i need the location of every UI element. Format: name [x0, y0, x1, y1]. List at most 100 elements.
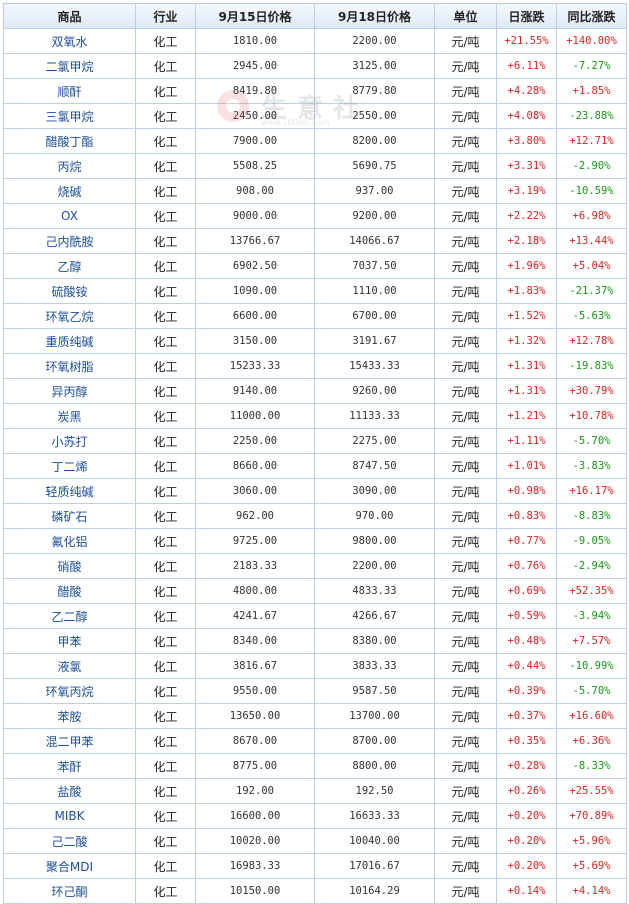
table-row: 醋酸丁酯 化工 7900.00 8200.00 元/吨 +3.80% +12.71% [3, 128, 627, 154]
unit-cell: 元/吨 [434, 128, 497, 154]
product-name-link[interactable]: 磷矿石 [3, 503, 136, 529]
daily-change-cell: +21.55% [496, 28, 557, 54]
product-name-link[interactable]: 环氧乙烷 [3, 303, 136, 329]
price-table: 商品 行业 9月15日价格 9月18日价格 单位 日涨跌 同比涨跌 双氧水 化工 1… [3, 3, 627, 904]
table-row: 丙烷 化工 5508.25 5690.75 元/吨 +3.31% -2.90% [3, 153, 627, 179]
table-row: 轻质纯碱 化工 3060.00 3090.00 元/吨 +0.98% +16.17% [3, 478, 627, 504]
price-sep18-cell: 9200.00 [314, 203, 435, 229]
product-name-link[interactable]: 环氧树脂 [3, 353, 136, 379]
product-name-link[interactable]: 轻质纯碱 [3, 478, 136, 504]
product-name-link[interactable]: 己内酰胺 [3, 228, 136, 254]
industry-cell: 化工 [135, 253, 196, 279]
price-sep18-cell: 8779.80 [314, 78, 435, 104]
daily-change-cell: +0.14% [496, 878, 557, 904]
price-sep18-cell: 3191.67 [314, 328, 435, 354]
price-sep15-cell: 1810.00 [195, 28, 315, 54]
product-name-link[interactable]: 甲苯 [3, 628, 136, 654]
price-sep15-cell: 9550.00 [195, 678, 315, 704]
product-name-link[interactable]: 顺酐 [3, 78, 136, 104]
price-sep15-cell: 9725.00 [195, 528, 315, 554]
unit-cell: 元/吨 [434, 828, 497, 854]
table-row: 甲苯 化工 8340.00 8380.00 元/吨 +0.48% +7.57% [3, 628, 627, 654]
product-name-link[interactable]: 混二甲苯 [3, 728, 136, 754]
price-sep18-cell: 2550.00 [314, 103, 435, 129]
product-name-link[interactable]: 盐酸 [3, 778, 136, 804]
price-sep15-cell: 2183.33 [195, 553, 315, 579]
price-sep18-cell: 6700.00 [314, 303, 435, 329]
daily-change-cell: +0.20% [496, 853, 557, 879]
unit-cell: 元/吨 [434, 653, 497, 679]
price-sep18-cell: 937.00 [314, 178, 435, 204]
daily-change-cell: +1.21% [496, 403, 557, 429]
product-name-link[interactable]: 异丙醇 [3, 378, 136, 404]
product-name-link[interactable]: MIBK [3, 803, 136, 829]
yoy-change-cell: -5.70% [556, 428, 627, 454]
product-name-link[interactable]: OX [3, 203, 136, 229]
price-sep15-cell: 9000.00 [195, 203, 315, 229]
product-name-link[interactable]: 环氧丙烷 [3, 678, 136, 704]
product-name-link[interactable]: 硫酸铵 [3, 278, 136, 304]
yoy-change-cell: +30.79% [556, 378, 627, 404]
product-name-link[interactable]: 苯酐 [3, 753, 136, 779]
header-daily-change: 日涨跌 [496, 3, 557, 29]
product-name-link[interactable]: 双氧水 [3, 28, 136, 54]
header-price-sep18: 9月18日价格 [314, 3, 435, 29]
price-sep18-cell: 2275.00 [314, 428, 435, 454]
price-sep15-cell: 908.00 [195, 178, 315, 204]
price-sep18-cell: 8800.00 [314, 753, 435, 779]
yoy-change-cell: +5.96% [556, 828, 627, 854]
unit-cell: 元/吨 [434, 228, 497, 254]
product-name-link[interactable]: 己二酸 [3, 828, 136, 854]
product-name-link[interactable]: 醋酸 [3, 578, 136, 604]
yoy-change-cell: +10.78% [556, 403, 627, 429]
product-name-link[interactable]: 烧碱 [3, 178, 136, 204]
product-name-link[interactable]: 环己酮 [3, 878, 136, 904]
product-name-link[interactable]: 炭黑 [3, 403, 136, 429]
product-name-link[interactable]: 乙醇 [3, 253, 136, 279]
daily-change-cell: +1.31% [496, 353, 557, 379]
yoy-change-cell: +16.60% [556, 703, 627, 729]
daily-change-cell: +0.76% [496, 553, 557, 579]
price-sep15-cell: 8670.00 [195, 728, 315, 754]
industry-cell: 化工 [135, 703, 196, 729]
product-name-link[interactable]: 丙烷 [3, 153, 136, 179]
daily-change-cell: +0.83% [496, 503, 557, 529]
industry-cell: 化工 [135, 478, 196, 504]
yoy-change-cell: -9.05% [556, 528, 627, 554]
table-row: 环氧丙烷 化工 9550.00 9587.50 元/吨 +0.39% -5.70% [3, 678, 627, 704]
unit-cell: 元/吨 [434, 78, 497, 104]
price-sep18-cell: 9587.50 [314, 678, 435, 704]
table-row: 重质纯碱 化工 3150.00 3191.67 元/吨 +1.32% +12.78% [3, 328, 627, 354]
product-name-link[interactable]: 聚合MDI [3, 853, 136, 879]
header-yoy-change: 同比涨跌 [556, 3, 627, 29]
industry-cell: 化工 [135, 553, 196, 579]
yoy-change-cell: +12.78% [556, 328, 627, 354]
product-name-link[interactable]: 重质纯碱 [3, 328, 136, 354]
table-row: MIBK 化工 16600.00 16633.33 元/吨 +0.20% +70.89% [3, 803, 627, 829]
product-name-link[interactable]: 三氯甲烷 [3, 103, 136, 129]
price-sep18-cell: 4266.67 [314, 603, 435, 629]
product-name-link[interactable]: 二氯甲烷 [3, 53, 136, 79]
product-name-link[interactable]: 硝酸 [3, 553, 136, 579]
table-row: 环己酮 化工 10150.00 10164.29 元/吨 +0.14% +4.14% [3, 878, 627, 904]
product-name-link[interactable]: 氟化铝 [3, 528, 136, 554]
product-name-link[interactable]: 醋酸丁酯 [3, 128, 136, 154]
table-row: 硫酸铵 化工 1090.00 1110.00 元/吨 +1.83% -21.37% [3, 278, 627, 304]
yoy-change-cell: +70.89% [556, 803, 627, 829]
yoy-change-cell: +6.36% [556, 728, 627, 754]
yoy-change-cell: -2.90% [556, 153, 627, 179]
daily-change-cell: +0.98% [496, 478, 557, 504]
product-name-link[interactable]: 苯胺 [3, 703, 136, 729]
product-name-link[interactable]: 液氯 [3, 653, 136, 679]
product-name-link[interactable]: 小苏打 [3, 428, 136, 454]
daily-change-cell: +2.22% [496, 203, 557, 229]
price-sep18-cell: 2200.00 [314, 28, 435, 54]
price-sep15-cell: 10150.00 [195, 878, 315, 904]
header-product: 商品 [3, 3, 136, 29]
product-name-link[interactable]: 丁二烯 [3, 453, 136, 479]
daily-change-cell: +0.48% [496, 628, 557, 654]
product-name-link[interactable]: 乙二醇 [3, 603, 136, 629]
daily-change-cell: +1.96% [496, 253, 557, 279]
price-table-container: 商品 行业 9月15日价格 9月18日价格 单位 日涨跌 同比涨跌 双氧水 化工 1… [3, 3, 627, 904]
daily-change-cell: +3.80% [496, 128, 557, 154]
